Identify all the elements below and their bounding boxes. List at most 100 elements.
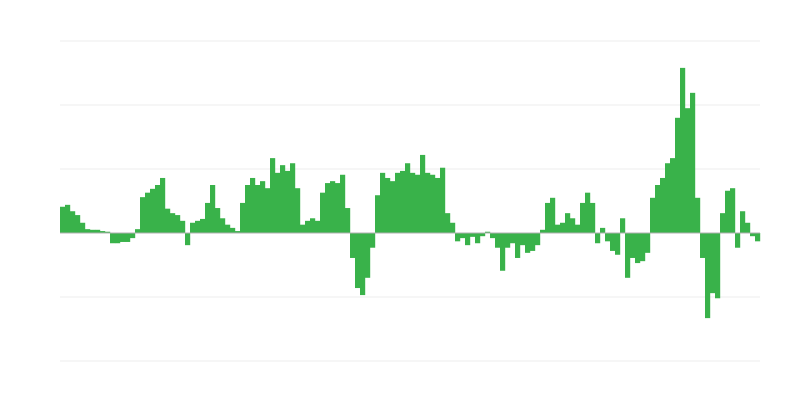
- bar: [470, 233, 476, 237]
- bar: [525, 233, 531, 253]
- bar: [620, 218, 626, 233]
- bar: [75, 215, 81, 233]
- bar: [690, 92, 696, 233]
- bar: [605, 233, 611, 242]
- bar: [205, 202, 211, 233]
- bar: [665, 163, 671, 233]
- bar: [195, 220, 201, 233]
- bar: [560, 222, 566, 233]
- bar: [600, 227, 606, 233]
- bar: [185, 233, 191, 246]
- bar: [345, 208, 351, 233]
- bar: [235, 231, 241, 233]
- bar: [230, 227, 236, 233]
- bar: [420, 154, 426, 233]
- bar: [145, 192, 151, 233]
- bar: [450, 222, 456, 233]
- bar: [160, 177, 166, 233]
- bar: [85, 229, 91, 233]
- bar: [730, 188, 736, 233]
- bar: [375, 195, 381, 233]
- bar: [135, 229, 141, 233]
- bar: [100, 231, 106, 233]
- bar: [265, 188, 271, 233]
- bar: [585, 192, 591, 233]
- bar: [670, 158, 676, 233]
- bar: [165, 208, 171, 233]
- bar: [90, 229, 96, 233]
- bar: [485, 231, 491, 233]
- bar: [595, 233, 601, 244]
- bar: [415, 174, 421, 233]
- bar: [380, 172, 386, 233]
- bar: [290, 163, 296, 233]
- bar: [675, 117, 681, 233]
- bar: [495, 233, 501, 248]
- bar: [200, 218, 206, 233]
- bar: [645, 233, 651, 253]
- bar: [460, 233, 466, 239]
- bar: [180, 220, 186, 233]
- bar: [70, 211, 76, 233]
- bar: [315, 220, 321, 233]
- bar: [640, 233, 646, 262]
- bar: [275, 172, 281, 233]
- bar: [520, 233, 526, 246]
- bar: [655, 185, 661, 233]
- bar: [555, 224, 561, 233]
- bar: [615, 233, 621, 255]
- bar: [120, 233, 126, 242]
- bars: [60, 67, 761, 319]
- bar: [425, 172, 431, 233]
- bar: [270, 158, 276, 233]
- bar: [320, 192, 326, 233]
- bar: [175, 215, 181, 233]
- bar: [720, 213, 726, 233]
- bar: [435, 177, 441, 233]
- bar: [465, 233, 471, 246]
- bar: [280, 165, 286, 233]
- bar: [480, 233, 486, 237]
- bar: [505, 233, 511, 248]
- bar: [255, 185, 261, 233]
- bar: [740, 211, 746, 233]
- bar: [245, 185, 251, 233]
- bar: [310, 218, 316, 233]
- bar: [325, 183, 331, 233]
- bar: [700, 233, 706, 258]
- bar: [565, 213, 571, 233]
- bar: [715, 233, 721, 299]
- bar: [635, 233, 641, 264]
- bar: [125, 233, 131, 242]
- bar: [400, 170, 406, 233]
- bar: [295, 188, 301, 233]
- bar: [250, 177, 256, 233]
- bar: [395, 172, 401, 233]
- bar: [65, 204, 71, 233]
- bar: [540, 229, 546, 233]
- bar: [110, 233, 116, 244]
- bar: [150, 188, 156, 233]
- bar: [190, 222, 196, 233]
- bar: [285, 170, 291, 233]
- bar: [710, 233, 716, 294]
- bar: [60, 206, 66, 233]
- bar: [530, 233, 536, 251]
- bar: [475, 233, 481, 244]
- bar: [140, 197, 146, 233]
- bar: [300, 224, 306, 233]
- bar: [95, 229, 101, 233]
- bar: [410, 172, 416, 233]
- bar: [685, 108, 691, 233]
- bar: [580, 202, 586, 233]
- bar: [455, 233, 461, 242]
- bar: [350, 233, 356, 258]
- bar: [210, 185, 216, 233]
- bar: [695, 197, 701, 233]
- bar: [570, 218, 576, 233]
- bar: [305, 220, 311, 233]
- bar: [155, 185, 161, 233]
- bar: [220, 218, 226, 233]
- bar: [440, 167, 446, 233]
